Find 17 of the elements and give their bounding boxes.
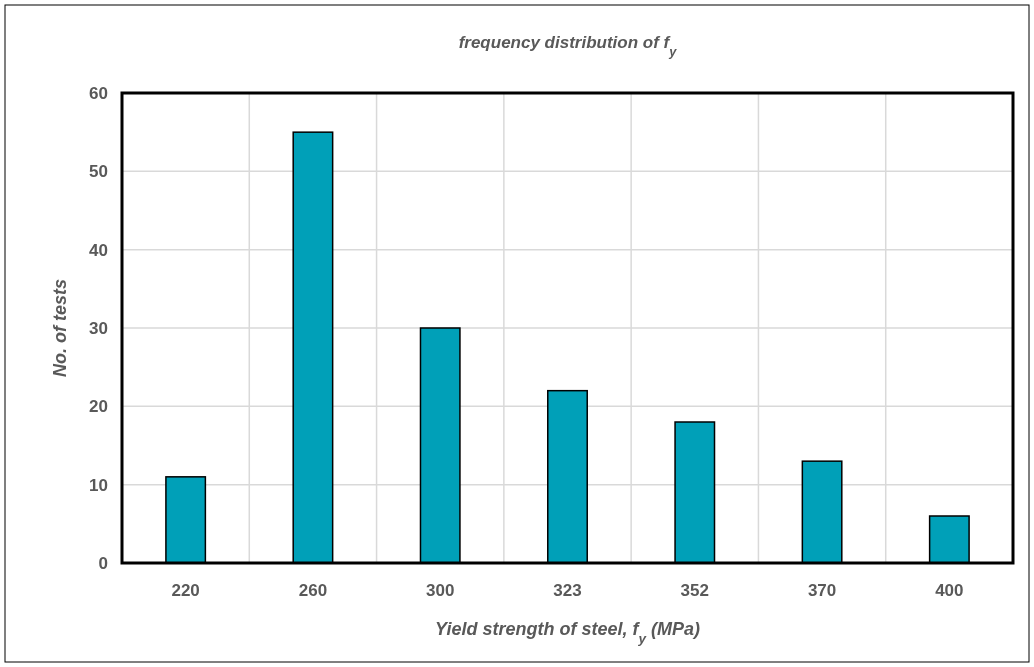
y-tick-label: 40 [89,240,108,260]
y-tick-label: 0 [98,553,108,573]
y-tick-label: 10 [89,475,108,495]
x-tick-label: 352 [680,581,709,600]
y-tick-label: 50 [89,162,108,182]
x-tick-label: 220 [171,581,200,600]
x-axis-title: Yield strength of steel, f$_{y}$ (MPa) [435,619,700,646]
y-axis-title: No. of tests [50,278,70,378]
y-tick-label: 20 [89,397,108,417]
x-tick-label: 300 [426,581,455,600]
x-tick-label: 323 [553,581,582,600]
x-tick-label: 400 [935,581,964,600]
chart-title: frequency distribution of f$_{y}$ [458,33,678,59]
x-tick-label: 370 [807,581,837,600]
x-tick-label: 260 [298,581,328,600]
y-tick-label: 30 [89,318,108,338]
y-tick-label: 60 [89,83,108,103]
